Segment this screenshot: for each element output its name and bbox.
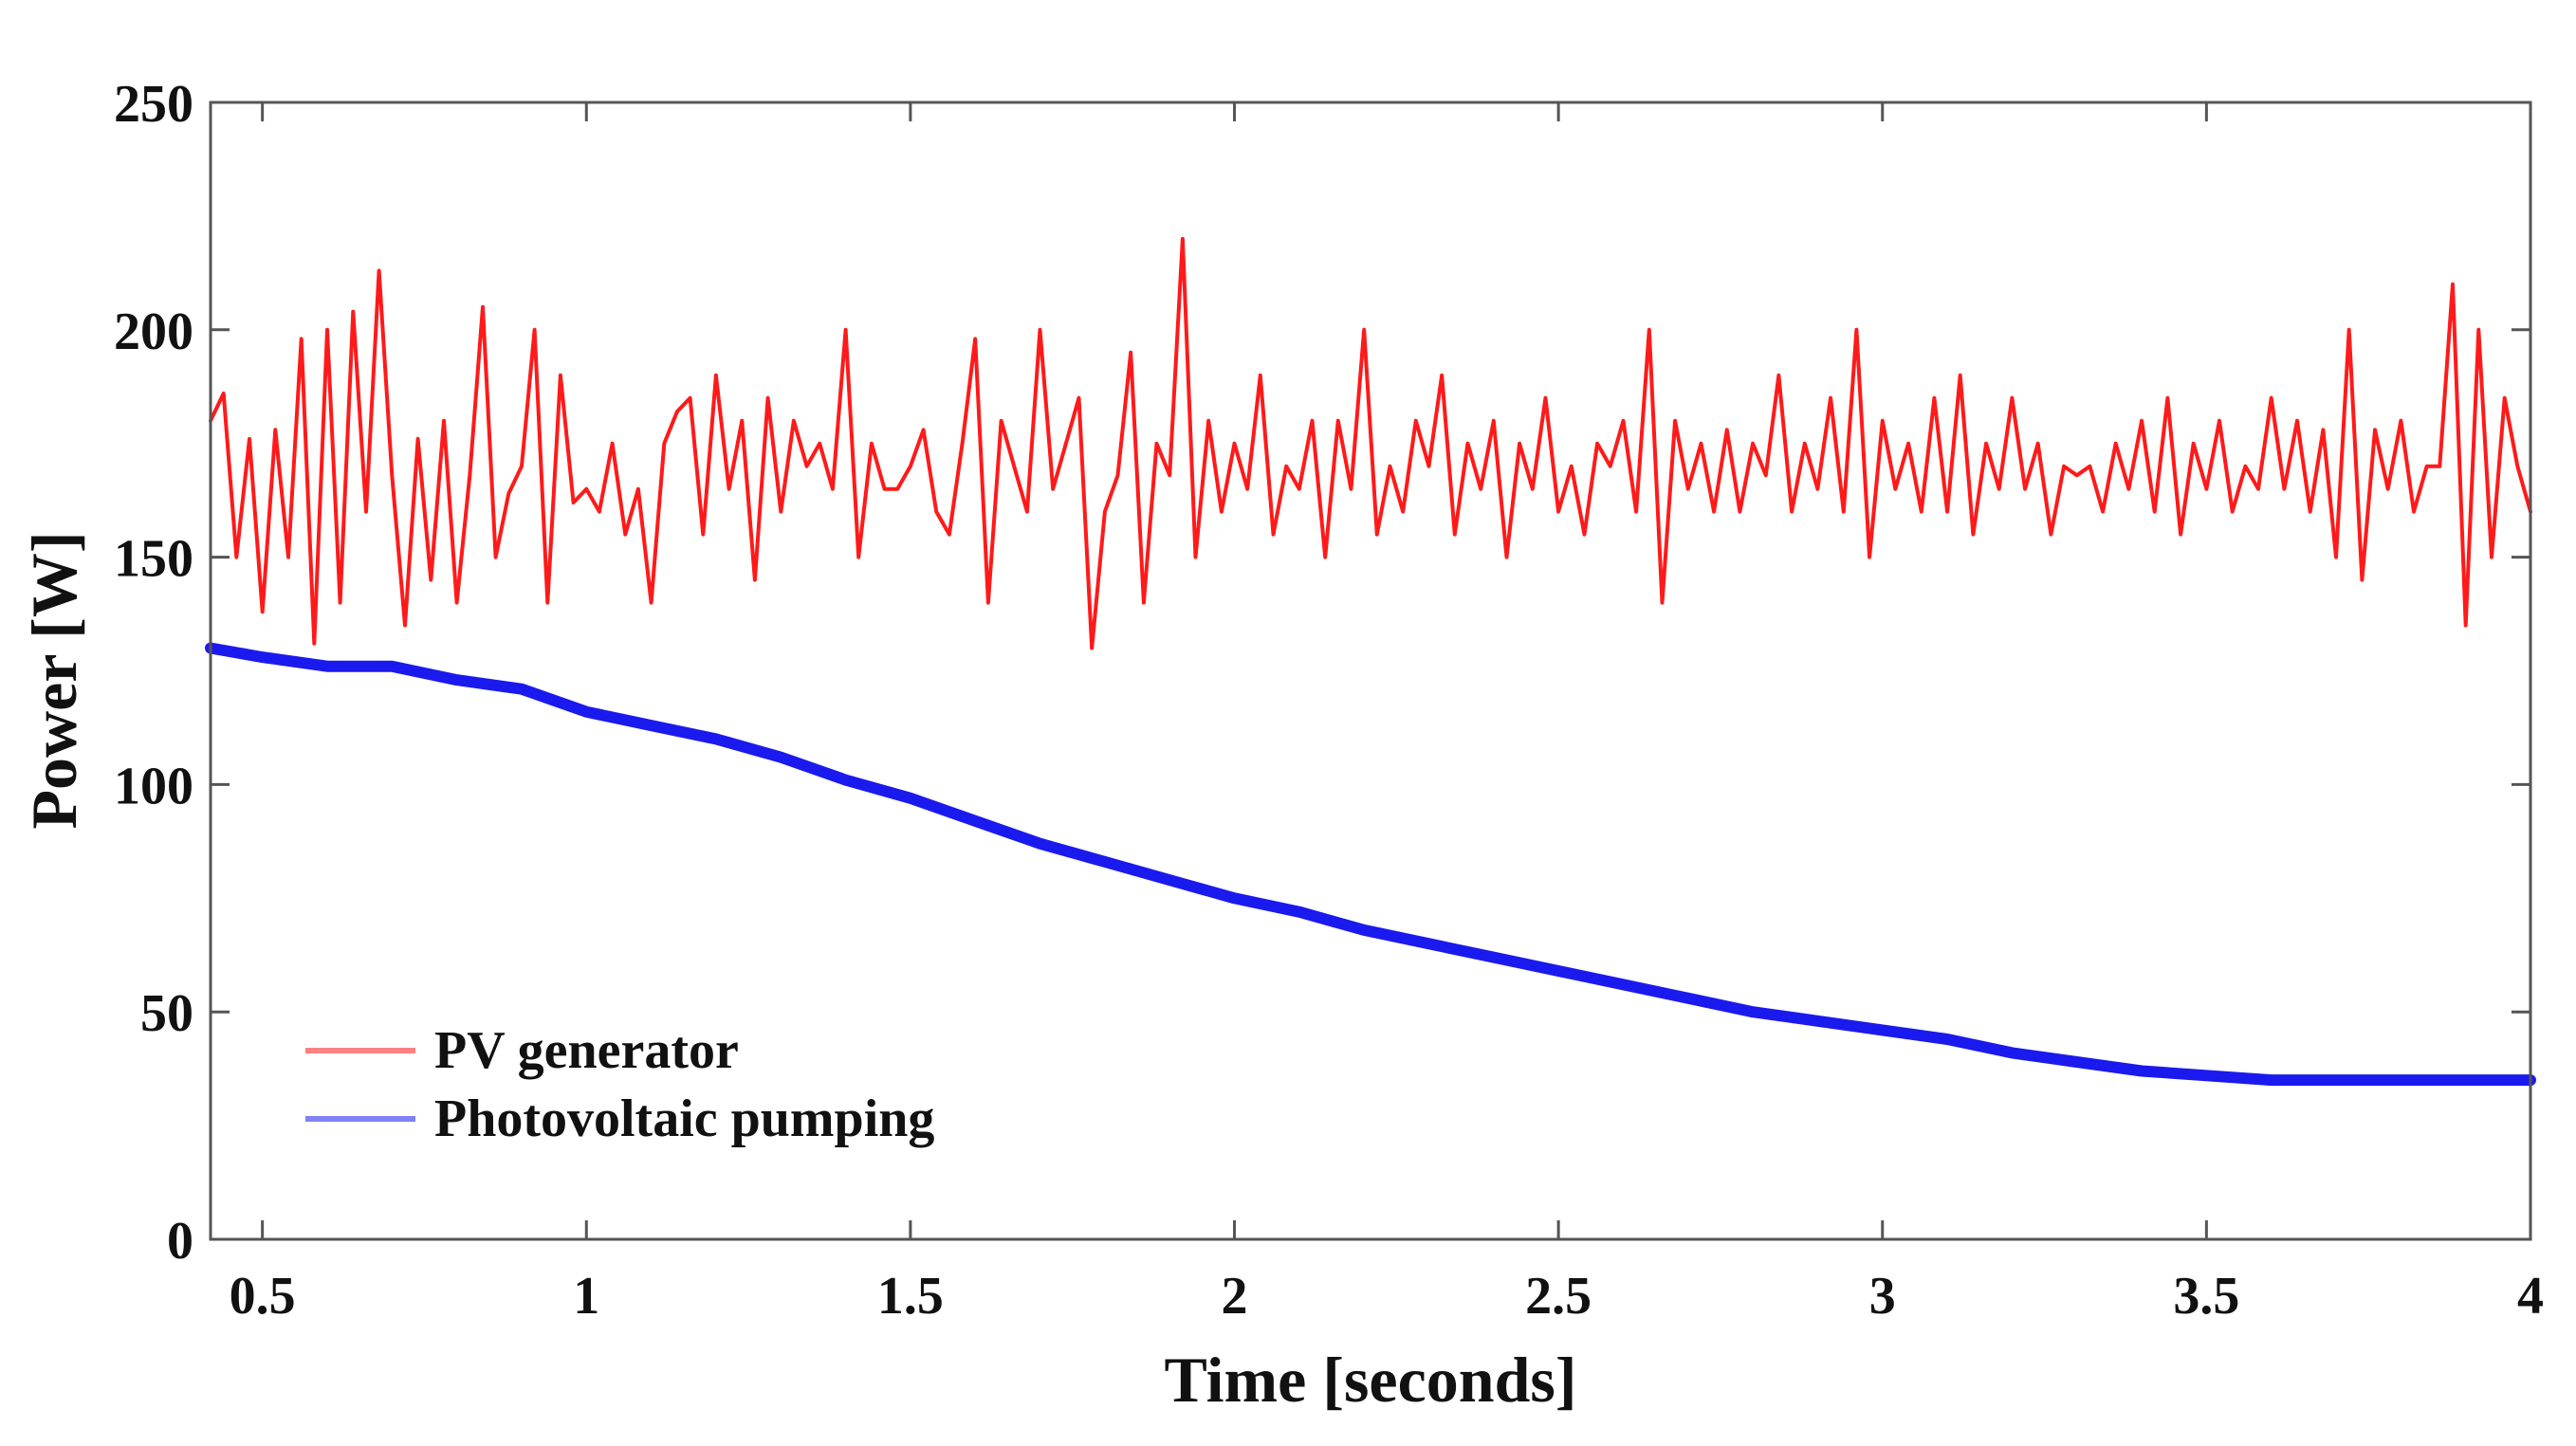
x-tick-label: 2: [1222, 1267, 1248, 1326]
x-tick-label: 4: [2517, 1267, 2544, 1326]
y-axis-title: Power [W]: [18, 531, 90, 829]
x-tick-label: 1.5: [877, 1267, 944, 1326]
x-tick-label: 1: [573, 1267, 599, 1326]
x-tick-label: 3: [1869, 1267, 1896, 1326]
legend-label-photovoltaic-pumping: Photovoltaic pumping: [434, 1089, 934, 1148]
y-tick-label: 100: [114, 757, 193, 815]
x-tick-label: 3.5: [2173, 1267, 2239, 1326]
y-tick-label: 150: [114, 530, 193, 589]
legend-label-pv-generator: PV generator: [434, 1021, 739, 1080]
y-tick-label: 50: [140, 984, 193, 1043]
y-tick-label: 0: [167, 1212, 193, 1271]
y-tick-label: 250: [114, 75, 193, 134]
y-tick-label: 200: [114, 302, 193, 361]
x-axis-title: Time [seconds]: [1164, 1344, 1576, 1416]
x-tick-label: 0.5: [230, 1267, 296, 1326]
x-tick-label: 2.5: [1525, 1267, 1592, 1326]
